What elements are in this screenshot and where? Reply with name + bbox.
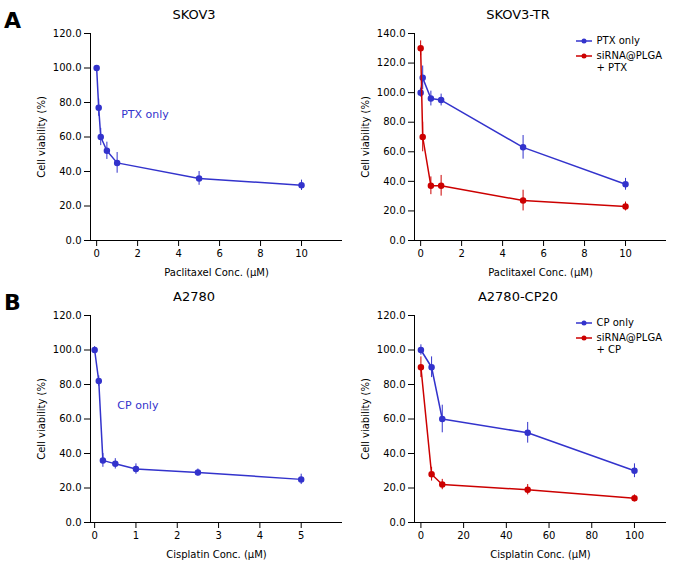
svg-text:60.0: 60.0 [59, 413, 81, 424]
svg-text:80.0: 80.0 [59, 379, 81, 390]
svg-text:Cell viability (%): Cell viability (%) [36, 378, 47, 460]
svg-text:0.0: 0.0 [66, 235, 82, 246]
svg-text:CP only: CP only [117, 399, 159, 412]
svg-text:4: 4 [175, 248, 181, 259]
svg-text:60: 60 [543, 530, 556, 541]
html-text:A2780: A2780 [173, 289, 215, 304]
svg-text:20.0: 20.0 [383, 482, 405, 493]
svg-text:6: 6 [540, 248, 546, 259]
svg-text:0: 0 [417, 248, 423, 259]
svg-text:Cell viability (%): Cell viability (%) [360, 378, 371, 460]
svg-text:Paclitaxel Conc. (μM): Paclitaxel Conc. (μM) [488, 267, 593, 278]
svg-text:20.0: 20.0 [59, 200, 81, 211]
svg-text:2: 2 [134, 248, 140, 259]
svg-text:Cell viability (%): Cell viability (%) [360, 96, 371, 178]
svg-text:60.0: 60.0 [383, 146, 405, 157]
svg-text:0: 0 [93, 248, 99, 259]
svg-text:Cell viability (%): Cell viability (%) [36, 96, 47, 178]
svg-text:40.0: 40.0 [383, 448, 405, 459]
svg-text:120.0: 120.0 [377, 310, 406, 321]
html-text:SKOV3-TR: SKOV3-TR [486, 7, 550, 22]
svg-text:Cisplatin Conc. (μM): Cisplatin Conc. (μM) [166, 549, 267, 560]
svg-text:0: 0 [91, 530, 97, 541]
svg-text:60.0: 60.0 [383, 413, 405, 424]
svg-text:140.0: 140.0 [377, 28, 406, 39]
svg-text:100.0: 100.0 [53, 62, 82, 73]
svg-text:0.0: 0.0 [390, 235, 406, 246]
svg-text:5: 5 [298, 530, 304, 541]
svg-text:6: 6 [216, 248, 222, 259]
svg-text:80: 80 [585, 530, 598, 541]
svg-text:40.0: 40.0 [59, 448, 81, 459]
svg-text:20.0: 20.0 [383, 205, 405, 216]
svg-text:0.0: 0.0 [66, 517, 82, 528]
html-text:CP only: CP only [596, 317, 634, 328]
svg-text:80.0: 80.0 [383, 379, 405, 390]
svg-text:8: 8 [257, 248, 263, 259]
svg-text:10: 10 [295, 248, 308, 259]
svg-text:0.0: 0.0 [390, 517, 406, 528]
svg-text:20.0: 20.0 [59, 482, 81, 493]
svg-text:120.0: 120.0 [53, 28, 82, 39]
svg-text:10: 10 [619, 248, 632, 259]
svg-text:8: 8 [581, 248, 587, 259]
svg-text:PTX only: PTX only [121, 108, 169, 121]
html-text:siRNA@PLGA + PTX: siRNA@PLGA + PTX [596, 50, 662, 73]
svg-text:3: 3 [215, 530, 221, 541]
svg-text:80.0: 80.0 [59, 97, 81, 108]
svg-text:100.0: 100.0 [377, 87, 406, 98]
svg-text:60.0: 60.0 [59, 131, 81, 142]
svg-text:40.0: 40.0 [59, 166, 81, 177]
svg-text:1: 1 [133, 530, 139, 541]
svg-text:4: 4 [257, 530, 263, 541]
html-text:PTX only: PTX only [596, 35, 640, 46]
svg-text:4: 4 [499, 248, 505, 259]
html-text:A2780-CP20: A2780-CP20 [477, 289, 559, 304]
html-text:siRNA@PLGA + CP: siRNA@PLGA + CP [596, 332, 662, 355]
svg-text:120.0: 120.0 [53, 310, 82, 321]
svg-text:80.0: 80.0 [383, 116, 405, 127]
svg-text:100.0: 100.0 [377, 344, 406, 355]
svg-text:2: 2 [174, 530, 180, 541]
svg-text:40: 40 [500, 530, 513, 541]
svg-text:40.0: 40.0 [383, 176, 405, 187]
html-text:A: A [4, 8, 21, 33]
svg-text:0: 0 [418, 530, 424, 541]
svg-text:Cisplatin Conc. (μM): Cisplatin Conc. (μM) [490, 549, 591, 560]
svg-text:20: 20 [457, 530, 470, 541]
svg-text:120.0: 120.0 [377, 57, 406, 68]
svg-text:Paclitaxel Conc. (μM): Paclitaxel Conc. (μM) [164, 267, 269, 278]
svg-text:2: 2 [458, 248, 464, 259]
svg-text:100.0: 100.0 [53, 344, 82, 355]
html-text:SKOV3: SKOV3 [172, 7, 216, 22]
html-text:B: B [4, 290, 21, 315]
svg-text:100: 100 [625, 530, 644, 541]
